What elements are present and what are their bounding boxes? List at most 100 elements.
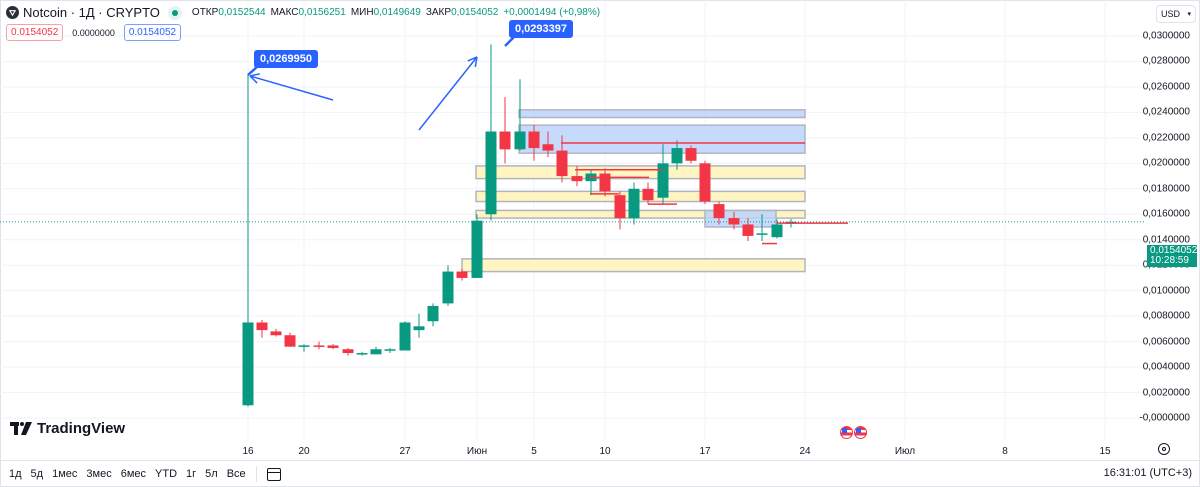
candle-down [256,322,268,331]
candle-down [313,345,325,347]
candle-up [771,224,783,238]
candle-down [728,218,740,225]
price-axis-label: 0,0220000 [1142,132,1190,144]
us-flag-event-icon[interactable] [840,426,853,439]
candle-down [528,131,540,149]
candle-up [628,188,640,219]
range-1d[interactable]: 1д [9,468,22,480]
tradingview-logo-icon [10,422,32,435]
price-axis-label: -0,0000000 [1139,412,1190,424]
candle-down [642,188,654,201]
goto-date-calendar-icon[interactable] [266,467,281,481]
current-price-value: 0,0154052 [1150,245,1198,256]
ohlc-high-key: МАКС [270,7,299,18]
tradingview-logo-text: TradingView [37,420,126,437]
candle-down [499,131,511,150]
callout-pointer [504,36,515,47]
tradingview-logo[interactable]: TradingView [10,420,125,437]
candle-down [556,150,568,177]
us-flag-event-icon[interactable] [854,426,867,439]
arrow-annotation [249,75,334,101]
candle-up [671,148,683,164]
time-axis-label: 27 [399,446,411,457]
candle-up [514,131,526,150]
candle-down [699,163,711,202]
candle-up [756,233,768,235]
blue-zone [518,124,806,154]
economic-events[interactable] [840,426,867,439]
bottom-toolbar: 1д 5д 1мес 3мес 6мес YTD 1г 5л Все [0,460,1200,487]
range-ytd[interactable]: YTD [155,468,178,480]
price-axis-label: 0,0020000 [1142,387,1190,399]
candle-down [685,148,697,161]
time-axis-label: 15 [1099,446,1111,457]
range-5d[interactable]: 5д [30,468,44,480]
time-axis-label: 20 [298,446,310,457]
candle-down [270,331,282,336]
time-axis-label: 16 [242,446,254,457]
candle-down [342,349,354,354]
price-axis-label: 0,0280000 [1142,55,1190,67]
time-axis-label: 17 [699,446,711,457]
clock-timezone[interactable]: 16:31:01 (UTC+3) [1103,467,1192,479]
candle-down [571,176,583,182]
buy-button[interactable]: 0.0154052 [123,24,182,41]
price-axis-label: 0,0100000 [1142,285,1190,297]
currency-select[interactable]: USD ▾ [1156,5,1196,23]
candle-up [399,322,411,351]
arrow-head [467,56,478,62]
currency-label: USD [1161,9,1181,19]
candle-up [413,326,425,331]
price-chart[interactable] [0,0,1145,440]
range-all[interactable]: Все [226,468,246,480]
blue-zone [518,109,806,119]
candle-down [542,144,554,151]
price-axis-label: 0,0300000 [1142,30,1190,42]
range-5y[interactable]: 5л [205,468,218,480]
price-callout-2[interactable]: 0,0293397 [509,20,573,38]
range-6m[interactable]: 6мес [120,468,147,480]
yellow-zone [461,258,806,273]
change-value: +0,0001494 (+0,98%) [503,7,601,18]
candle-up [356,353,368,355]
candle-down [284,335,296,347]
range-1y[interactable]: 1г [186,468,197,480]
candle-down [456,271,468,278]
price-axis-label: 0,0060000 [1142,336,1190,348]
candle-up [657,163,669,198]
sell-button[interactable]: 0.0154052 [6,24,64,41]
current-price-tag: 0,0154052 10:28:59 [1147,245,1197,267]
time-axis-label: Июн [466,446,488,457]
market-status-icon [171,9,178,16]
candle-down [599,173,611,192]
time-axis-label: 10 [599,446,611,457]
price-axis-label: 0,0180000 [1142,183,1190,195]
time-axis-label: 8 [1002,446,1008,457]
bar-countdown: 10:28:59 [1150,255,1189,266]
range-1m[interactable]: 1мес [52,468,78,480]
candle-up [427,305,439,322]
ohlc-high-value: 0,0156251 [298,7,346,18]
price-callout-1[interactable]: 0,0269950 [254,50,318,68]
candle-down [742,224,754,236]
price-axis-label: 0,0080000 [1142,310,1190,322]
price-axis-label: 0,0260000 [1142,81,1190,93]
symbol-title[interactable]: Notcoin · 1Д · CRYPTO [23,5,160,20]
yellow-zone [475,209,806,219]
candle-up [384,349,396,351]
candle-up [298,345,310,347]
settings-gear-icon[interactable] [1158,443,1170,455]
ohlc-low-key: МИН [350,7,374,18]
range-3m[interactable]: 3мес [86,468,112,480]
candle-up [485,131,497,215]
time-axis-label: Июл [894,446,916,457]
time-axis-label: 24 [799,446,811,457]
symbol-legend: Notcoin · 1Д · CRYPTO ОТКР 0,0152544 МАКС… [6,5,605,20]
candle-up [370,349,382,355]
ohlc-open-value: 0,0152544 [218,7,266,18]
price-axis-label: 0,0140000 [1142,234,1190,246]
price-axis-label: 0,0040000 [1142,361,1190,373]
ohlc-close-value: 0,0154052 [451,7,499,18]
candle-up [242,322,254,406]
price-axis-label: 0,0200000 [1142,157,1190,169]
